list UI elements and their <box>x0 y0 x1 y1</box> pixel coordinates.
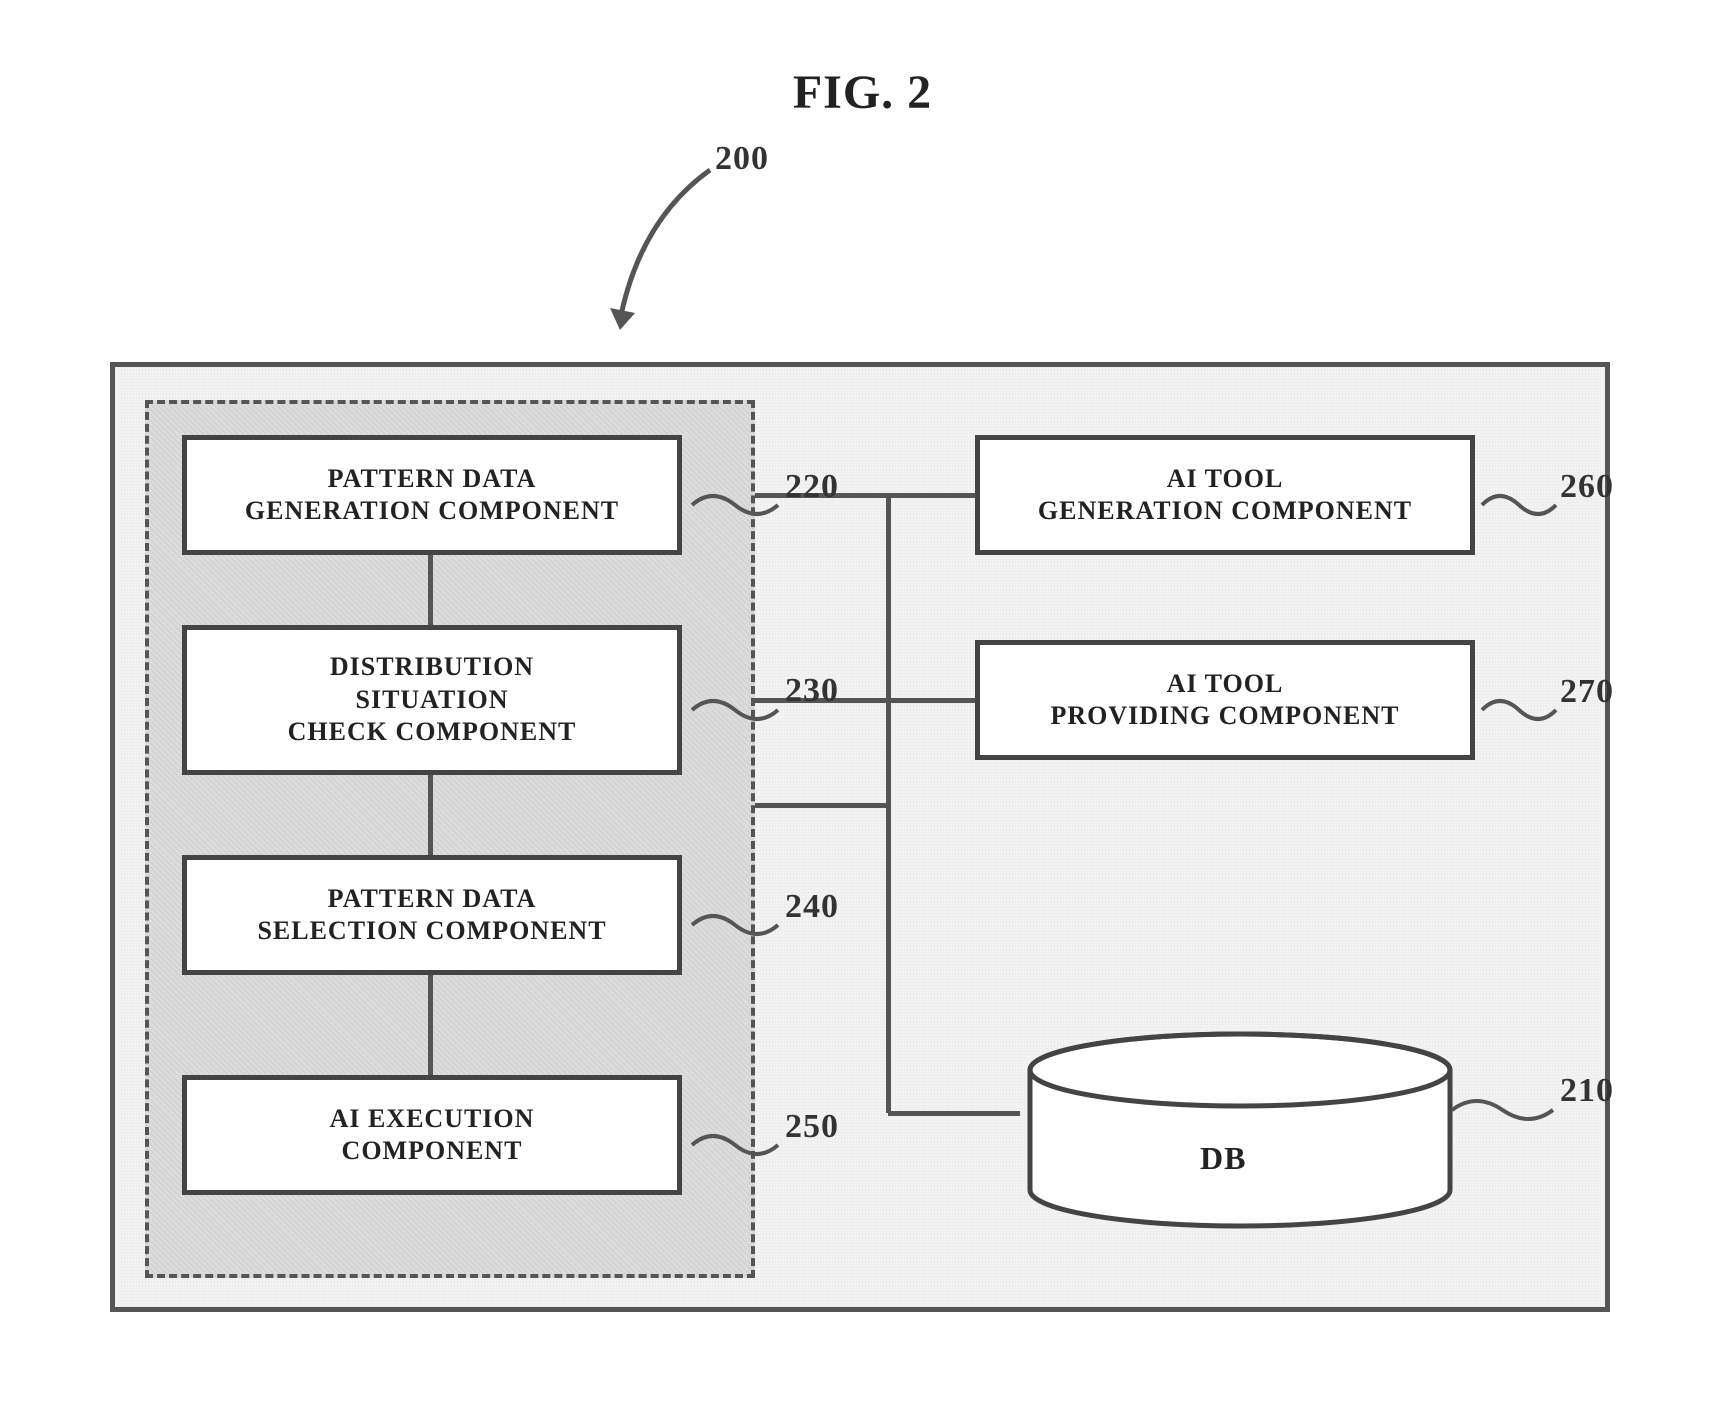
connector <box>428 975 433 1075</box>
figure-title: FIG. 2 <box>793 65 932 120</box>
ref-240: 240 <box>785 888 839 926</box>
db-cylinder <box>1020 1030 1460 1245</box>
ref-210: 210 <box>1560 1072 1614 1110</box>
ai-tool-generation-component: AI TOOLGENERATION COMPONENT <box>975 435 1475 555</box>
ref-220: 220 <box>785 468 839 506</box>
leadline-tilde <box>1480 690 1558 730</box>
ref-230: 230 <box>785 672 839 710</box>
connector <box>888 698 975 703</box>
distribution-situation-check-component: DISTRIBUTIONSITUATIONCHECK COMPONENT <box>182 625 682 775</box>
db-label: DB <box>1200 1140 1246 1177</box>
ref-270: 270 <box>1560 673 1614 711</box>
leadline-tilde <box>690 485 780 525</box>
connector <box>428 555 433 625</box>
connector <box>888 1111 1020 1116</box>
pattern-data-generation-component: PATTERN DATAGENERATION COMPONENT <box>182 435 682 555</box>
leadline-tilde <box>690 905 780 945</box>
leadline-tilde <box>690 1125 780 1165</box>
pattern-data-selection-component: PATTERN DATASELECTION COMPONENT <box>182 855 682 975</box>
ai-tool-providing-component: AI TOOLPROVIDING COMPONENT <box>975 640 1475 760</box>
ai-execution-component: AI EXECUTIONCOMPONENT <box>182 1075 682 1195</box>
pointer-arrow-200 <box>560 150 760 370</box>
ref-250: 250 <box>785 1108 839 1146</box>
connector <box>755 803 888 808</box>
connector <box>888 493 975 498</box>
ref-260: 260 <box>1560 468 1614 506</box>
connector <box>428 775 433 855</box>
leadline-tilde <box>1450 1090 1555 1130</box>
leadline-tilde <box>1480 485 1558 525</box>
leadline-tilde <box>690 690 780 730</box>
